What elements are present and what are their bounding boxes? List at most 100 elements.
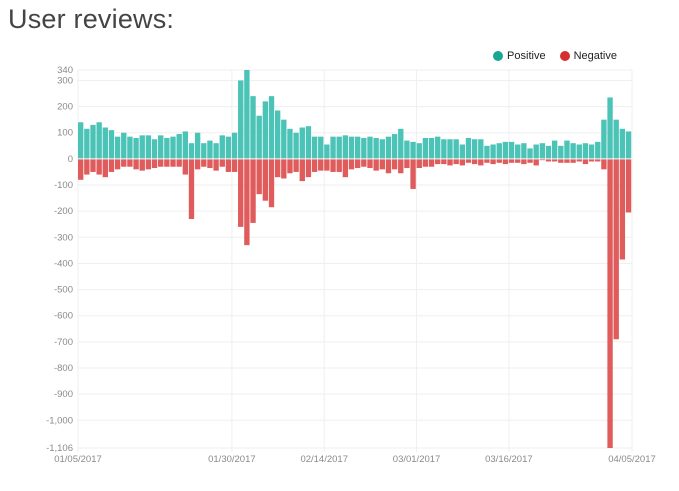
positive-bar[interactable] [231, 132, 238, 159]
negative-bar[interactable] [355, 158, 361, 169]
positive-bar[interactable] [551, 140, 558, 159]
negative-bar[interactable] [164, 158, 170, 167]
positive-bar[interactable] [521, 143, 527, 159]
positive-bar[interactable] [459, 144, 465, 159]
negative-bar[interactable] [151, 158, 158, 169]
negative-bar[interactable] [318, 158, 324, 171]
positive-bar[interactable] [182, 131, 188, 159]
positive-bar[interactable] [582, 143, 589, 159]
positive-bar[interactable] [576, 144, 582, 159]
positive-bar[interactable] [108, 130, 115, 159]
positive-bar[interactable] [545, 145, 552, 159]
positive-bar[interactable] [355, 136, 361, 159]
positive-bar[interactable] [318, 136, 324, 159]
negative-bar[interactable] [533, 158, 539, 166]
negative-bar[interactable] [379, 158, 385, 170]
negative-bar[interactable] [416, 158, 422, 169]
positive-bar[interactable] [422, 137, 429, 159]
positive-bar[interactable] [194, 132, 201, 159]
positive-bar[interactable] [373, 137, 379, 159]
negative-bar[interactable] [435, 158, 441, 165]
positive-bar[interactable] [250, 96, 256, 159]
negative-bar[interactable] [244, 158, 250, 246]
positive-bar[interactable] [398, 128, 404, 159]
negative-bar[interactable] [582, 158, 589, 165]
positive-bar[interactable] [447, 139, 453, 159]
negative-bar[interactable] [207, 158, 213, 169]
positive-bar[interactable] [558, 145, 564, 159]
positive-bar[interactable] [151, 139, 158, 159]
positive-bar[interactable] [225, 136, 232, 159]
negative-bar[interactable] [108, 158, 115, 172]
positive-bar[interactable] [121, 132, 127, 159]
positive-bar[interactable] [96, 122, 102, 159]
positive-bar[interactable] [114, 136, 121, 159]
negative-bar[interactable] [558, 158, 564, 163]
negative-bar[interactable] [502, 158, 509, 165]
positive-bar[interactable] [201, 143, 207, 159]
negative-bar[interactable] [158, 158, 164, 167]
negative-bar[interactable] [521, 158, 527, 165]
negative-bar[interactable] [398, 158, 404, 174]
negative-bar[interactable] [238, 158, 244, 227]
negative-bar[interactable] [133, 158, 139, 170]
positive-bar[interactable] [502, 141, 509, 159]
negative-bar[interactable] [613, 158, 619, 340]
positive-bar[interactable] [336, 136, 342, 159]
negative-bar[interactable] [484, 158, 490, 163]
negative-bar[interactable] [324, 158, 330, 171]
negative-bar[interactable] [373, 158, 379, 171]
positive-bar[interactable] [471, 139, 478, 159]
legend-item-positive[interactable]: Positive [493, 50, 546, 62]
positive-bar[interactable] [293, 132, 299, 159]
negative-bar[interactable] [601, 158, 607, 170]
negative-bar[interactable] [478, 158, 484, 166]
positive-bar[interactable] [330, 136, 336, 159]
positive-bar[interactable] [268, 96, 275, 159]
negative-bar[interactable] [619, 158, 626, 260]
positive-bar[interactable] [619, 128, 626, 159]
negative-bar[interactable] [595, 158, 601, 162]
negative-bar[interactable] [342, 158, 349, 178]
negative-bar[interactable] [274, 158, 281, 178]
positive-bar[interactable] [287, 128, 293, 159]
positive-bar[interactable] [213, 143, 219, 159]
positive-bar[interactable] [385, 136, 392, 159]
positive-bar[interactable] [158, 135, 164, 159]
positive-bar[interactable] [416, 143, 422, 159]
positive-bar[interactable] [465, 137, 472, 159]
negative-bar[interactable] [121, 158, 127, 167]
negative-bar[interactable] [496, 158, 502, 163]
negative-bar[interactable] [348, 158, 355, 170]
positive-bar[interactable] [299, 127, 305, 159]
negative-bar[interactable] [385, 158, 392, 174]
negative-bar[interactable] [471, 158, 478, 165]
positive-bar[interactable] [262, 101, 269, 159]
positive-bar[interactable] [539, 143, 546, 159]
negative-bar[interactable] [336, 158, 342, 172]
positive-bar[interactable] [84, 128, 90, 159]
positive-bar[interactable] [533, 144, 539, 159]
negative-bar[interactable] [305, 158, 312, 178]
negative-bar[interactable] [256, 158, 262, 195]
positive-bar[interactable] [102, 127, 108, 159]
positive-bar[interactable] [435, 136, 441, 159]
negative-bar[interactable] [176, 158, 182, 167]
negative-bar[interactable] [410, 158, 416, 189]
negative-bar[interactable] [422, 158, 429, 167]
positive-bar[interactable] [410, 141, 416, 159]
negative-bar[interactable] [527, 158, 533, 163]
positive-bar[interactable] [391, 134, 398, 159]
negative-bar[interactable] [441, 158, 447, 165]
negative-bar[interactable] [231, 158, 238, 172]
positive-bar[interactable] [78, 122, 84, 159]
positive-bar[interactable] [453, 139, 459, 159]
positive-bar[interactable] [607, 97, 613, 159]
positive-bar[interactable] [515, 144, 521, 159]
negative-bar[interactable] [268, 158, 275, 208]
negative-bar[interactable] [551, 158, 558, 162]
negative-bar[interactable] [545, 158, 552, 162]
negative-bar[interactable] [293, 158, 299, 172]
negative-bar[interactable] [90, 158, 96, 172]
negative-bar[interactable] [262, 158, 269, 201]
